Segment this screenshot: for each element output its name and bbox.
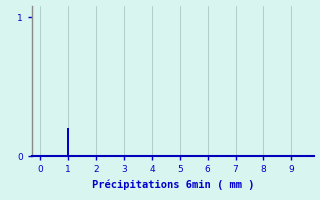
X-axis label: Précipitations 6min ( mm ): Précipitations 6min ( mm ) — [92, 180, 254, 190]
Bar — [68, 128, 69, 156]
